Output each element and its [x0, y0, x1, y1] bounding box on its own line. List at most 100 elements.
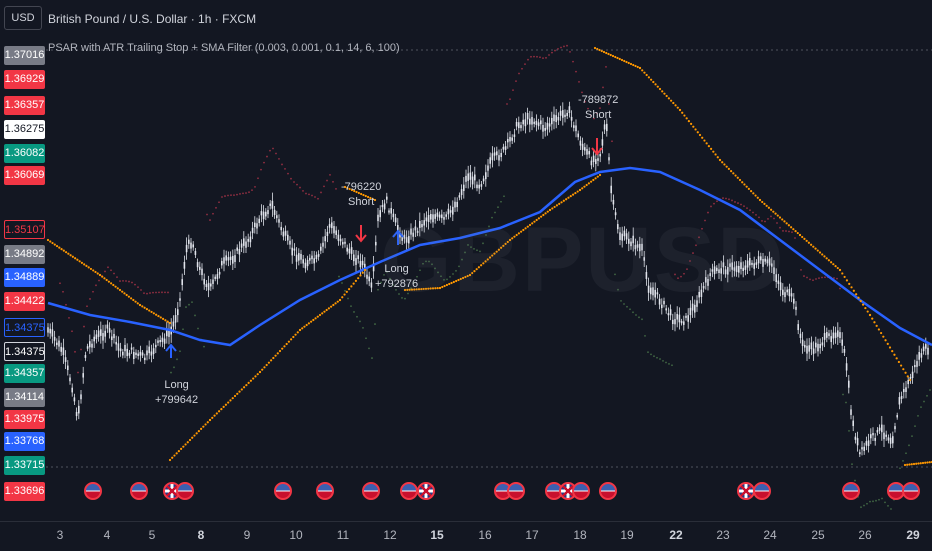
- atr-stop-dot: [482, 262, 485, 265]
- candle-body: [243, 238, 245, 246]
- atr-stop-dot: [227, 401, 230, 404]
- atr-stop-dot: [420, 287, 423, 291]
- candle-body: [870, 434, 872, 439]
- atr-stop-dot: [676, 106, 679, 109]
- psar-bear-dot: [728, 198, 730, 201]
- us-flag-icon[interactable]: [316, 482, 334, 500]
- atr-stop-dot: [908, 463, 911, 466]
- atr-stop-dot: [168, 321, 172, 325]
- psar-bear-dot: [566, 44, 568, 47]
- atr-stop-dot: [513, 235, 516, 238]
- us-flag-icon[interactable]: [400, 482, 418, 500]
- atr-stop-dot: [191, 436, 194, 439]
- candle-body: [276, 215, 278, 219]
- atr-stop-dot: [157, 314, 160, 318]
- candle-body: [89, 341, 91, 348]
- psar-bear-dot: [764, 220, 766, 223]
- psar-bull-dot: [173, 366, 175, 369]
- candle-body: [502, 146, 505, 150]
- atr-stop-dot: [681, 111, 684, 114]
- candle-body: [821, 342, 824, 346]
- psar-bull-dot: [188, 303, 190, 306]
- candle-body: [258, 218, 260, 224]
- price-tag: 1.34422: [4, 292, 45, 311]
- atr-stop-dot: [761, 200, 764, 204]
- psar-bear-dot: [758, 216, 760, 219]
- atr-stop-dot: [647, 76, 650, 79]
- atr-stop-dot: [130, 297, 133, 300]
- atr-stop-dot: [193, 434, 196, 437]
- candle-body: [907, 380, 909, 385]
- us-flag-icon[interactable]: [362, 482, 380, 500]
- us-flag-icon[interactable]: [507, 482, 525, 500]
- candle-body: [152, 348, 155, 355]
- atr-stop-dot: [906, 463, 909, 466]
- candle-body: [777, 280, 780, 284]
- candle-body: [311, 255, 313, 260]
- candle-body: [317, 253, 320, 257]
- psar-bear-dot: [839, 287, 841, 290]
- candle-body: [566, 112, 568, 116]
- uk-flag-icon[interactable]: [417, 482, 435, 500]
- us-flag-icon[interactable]: [572, 482, 590, 500]
- atr-stop-dot: [906, 375, 909, 378]
- candle-body: [205, 283, 208, 287]
- candle-body: [696, 300, 698, 307]
- candle-body: [324, 236, 326, 242]
- psar-bear-dot: [269, 149, 271, 152]
- us-flag-icon[interactable]: [842, 482, 860, 500]
- atr-stop-dot: [87, 266, 90, 269]
- currency-button[interactable]: USD: [4, 6, 42, 30]
- atr-stop-dot: [558, 202, 561, 205]
- psar-bull-dot: [182, 328, 184, 331]
- atr-stop-dot: [138, 303, 142, 307]
- candle-body: [786, 289, 788, 293]
- psar-bull-dot: [455, 269, 457, 272]
- candle-body: [456, 201, 458, 208]
- atr-stop-dot: [136, 302, 139, 305]
- atr-stop-dot: [895, 357, 898, 360]
- candle-body: [353, 254, 355, 262]
- us-flag-icon[interactable]: [753, 482, 771, 500]
- atr-stop-dot: [85, 264, 88, 267]
- time-axis[interactable]: 3 4 5 8 9 10 11 12 15 16 17 18 19 22 23 24 25 26 29: [0, 521, 932, 551]
- atr-stop-dot: [105, 278, 108, 282]
- us-flag-icon[interactable]: [274, 482, 292, 500]
- atr-stop-dot: [473, 270, 476, 273]
- psar-bull-dot: [647, 351, 649, 354]
- us-flag-icon[interactable]: [599, 482, 617, 500]
- atr-stop-dot: [363, 268, 367, 272]
- candle-body: [419, 220, 421, 228]
- atr-stop-dot: [69, 254, 72, 257]
- candle-body: [166, 328, 168, 337]
- candle-body: [577, 133, 579, 138]
- candle-body: [669, 309, 672, 316]
- atr-stop-dot: [524, 227, 527, 230]
- atr-stop-dot: [502, 244, 505, 247]
- signal-type: Long: [384, 263, 409, 275]
- candle-body: [91, 343, 93, 348]
- atr-stop-dot: [121, 290, 124, 293]
- candle-body: [925, 344, 927, 349]
- atr-stop-dot: [164, 319, 167, 322]
- candle-body: [790, 293, 793, 297]
- us-flag-icon[interactable]: [902, 482, 920, 500]
- candle-body: [326, 231, 329, 237]
- time-tick: 10: [289, 528, 303, 542]
- us-flag-icon[interactable]: [84, 482, 102, 500]
- indicator-legend[interactable]: PSAR with ATR Trailing Stop + SMA Filter…: [48, 42, 400, 54]
- candle-body: [320, 246, 322, 251]
- atr-stop-dot: [161, 317, 165, 320]
- atr-stop-dot: [861, 303, 865, 306]
- candle-body: [207, 282, 210, 291]
- atr-stop-dot: [511, 237, 514, 240]
- psar-bear-dot: [584, 100, 586, 103]
- us-flag-icon[interactable]: [130, 482, 148, 500]
- psar-bear-dot: [224, 195, 226, 197]
- candle-body: [133, 351, 135, 360]
- price-chart[interactable]: [0, 0, 932, 521]
- atr-stop-dot: [422, 287, 425, 291]
- psar-bull-dot: [902, 460, 904, 462]
- us-flag-icon[interactable]: [176, 482, 194, 500]
- candle-body: [289, 240, 291, 245]
